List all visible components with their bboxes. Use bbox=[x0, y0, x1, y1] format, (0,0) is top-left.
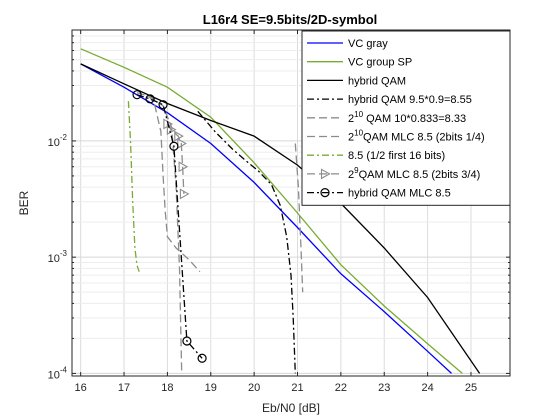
x-tick-label: 24 bbox=[421, 382, 433, 394]
x-tick-label: 20 bbox=[248, 382, 260, 394]
x-tick-label: 22 bbox=[335, 382, 347, 394]
x-axis-label: Eb/N0 [dB] bbox=[262, 401, 320, 415]
x-tick-label: 17 bbox=[118, 382, 130, 394]
legend: VC gray VC group SP hybrid QAM hybrid QAM 9… bbox=[302, 31, 510, 205]
x-tick-label: 23 bbox=[378, 382, 390, 394]
x-tick-label: 18 bbox=[161, 382, 173, 394]
x-tick-label: 21 bbox=[291, 382, 303, 394]
legend-label: 210 QAM 10*0.833=8.33 bbox=[348, 110, 466, 125]
legend-label: hybrid QAM MLC 8.5 bbox=[348, 188, 451, 200]
x-tick-label: 16 bbox=[75, 382, 87, 394]
legend-label: VC group SP bbox=[348, 57, 412, 69]
x-tick-label: 25 bbox=[465, 382, 477, 394]
legend-label: hybrid QAM 9.5*0.9=8.55 bbox=[348, 94, 472, 106]
legend-label: VC gray bbox=[348, 38, 388, 50]
y-axis-label: BER bbox=[17, 190, 31, 215]
legend-label: 8.5 (1/2 first 16 bits) bbox=[348, 150, 445, 162]
legend-label: 210QAM MLC 8.5 (2bits 1/4) bbox=[348, 129, 485, 144]
legend-label: hybrid QAM bbox=[348, 75, 406, 87]
chart-title: L16r4 SE=9.5bits/2D-symbol bbox=[203, 12, 378, 27]
legend-label: 29QAM MLC 8.5 (2bits 3/4) bbox=[348, 166, 480, 181]
x-tick-label: 19 bbox=[205, 382, 217, 394]
